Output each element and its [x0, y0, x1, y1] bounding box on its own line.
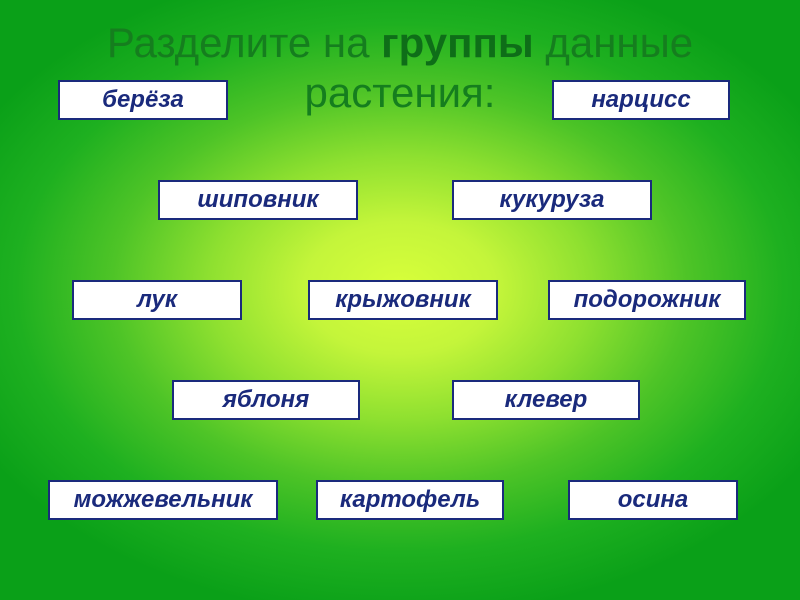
plant-label: крыжовник: [335, 286, 470, 314]
plant-label: лук: [137, 286, 177, 314]
plant-label: нарцисс: [591, 86, 690, 114]
plant-box-yablonya[interactable]: яблоня: [172, 380, 360, 420]
title-prefix: Разделите на: [107, 19, 381, 66]
plant-box-narciss[interactable]: нарцисс: [552, 80, 730, 120]
plant-label: кукуруза: [500, 186, 605, 214]
plant-box-klever[interactable]: клевер: [452, 380, 640, 420]
plant-box-kukuruza[interactable]: кукуруза: [452, 180, 652, 220]
plant-box-podorozhnik[interactable]: подорожник: [548, 280, 746, 320]
title-highlight: группы: [381, 19, 534, 66]
plant-label: берёза: [102, 86, 184, 114]
plant-box-osina[interactable]: осина: [568, 480, 738, 520]
plant-label: клевер: [505, 386, 588, 414]
plant-box-kryzhovnik[interactable]: крыжовник: [308, 280, 498, 320]
plant-box-mozhzhevelnik[interactable]: можжевельник: [48, 480, 278, 520]
plant-label: можжевельник: [74, 486, 253, 514]
plant-label: осина: [618, 486, 689, 514]
plant-label: картофель: [340, 486, 480, 514]
plant-label: шиповник: [197, 186, 318, 214]
plant-label: яблоня: [223, 386, 310, 414]
plant-box-luk[interactable]: лук: [72, 280, 242, 320]
plant-label: подорожник: [574, 286, 721, 314]
plant-box-kartofel[interactable]: картофель: [316, 480, 504, 520]
plant-box-beryoza[interactable]: берёза: [58, 80, 228, 120]
plant-box-shipovnik[interactable]: шиповник: [158, 180, 358, 220]
